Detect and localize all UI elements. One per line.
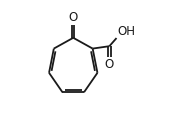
Text: O: O: [69, 11, 78, 24]
Text: O: O: [105, 58, 114, 71]
Text: OH: OH: [117, 25, 135, 38]
